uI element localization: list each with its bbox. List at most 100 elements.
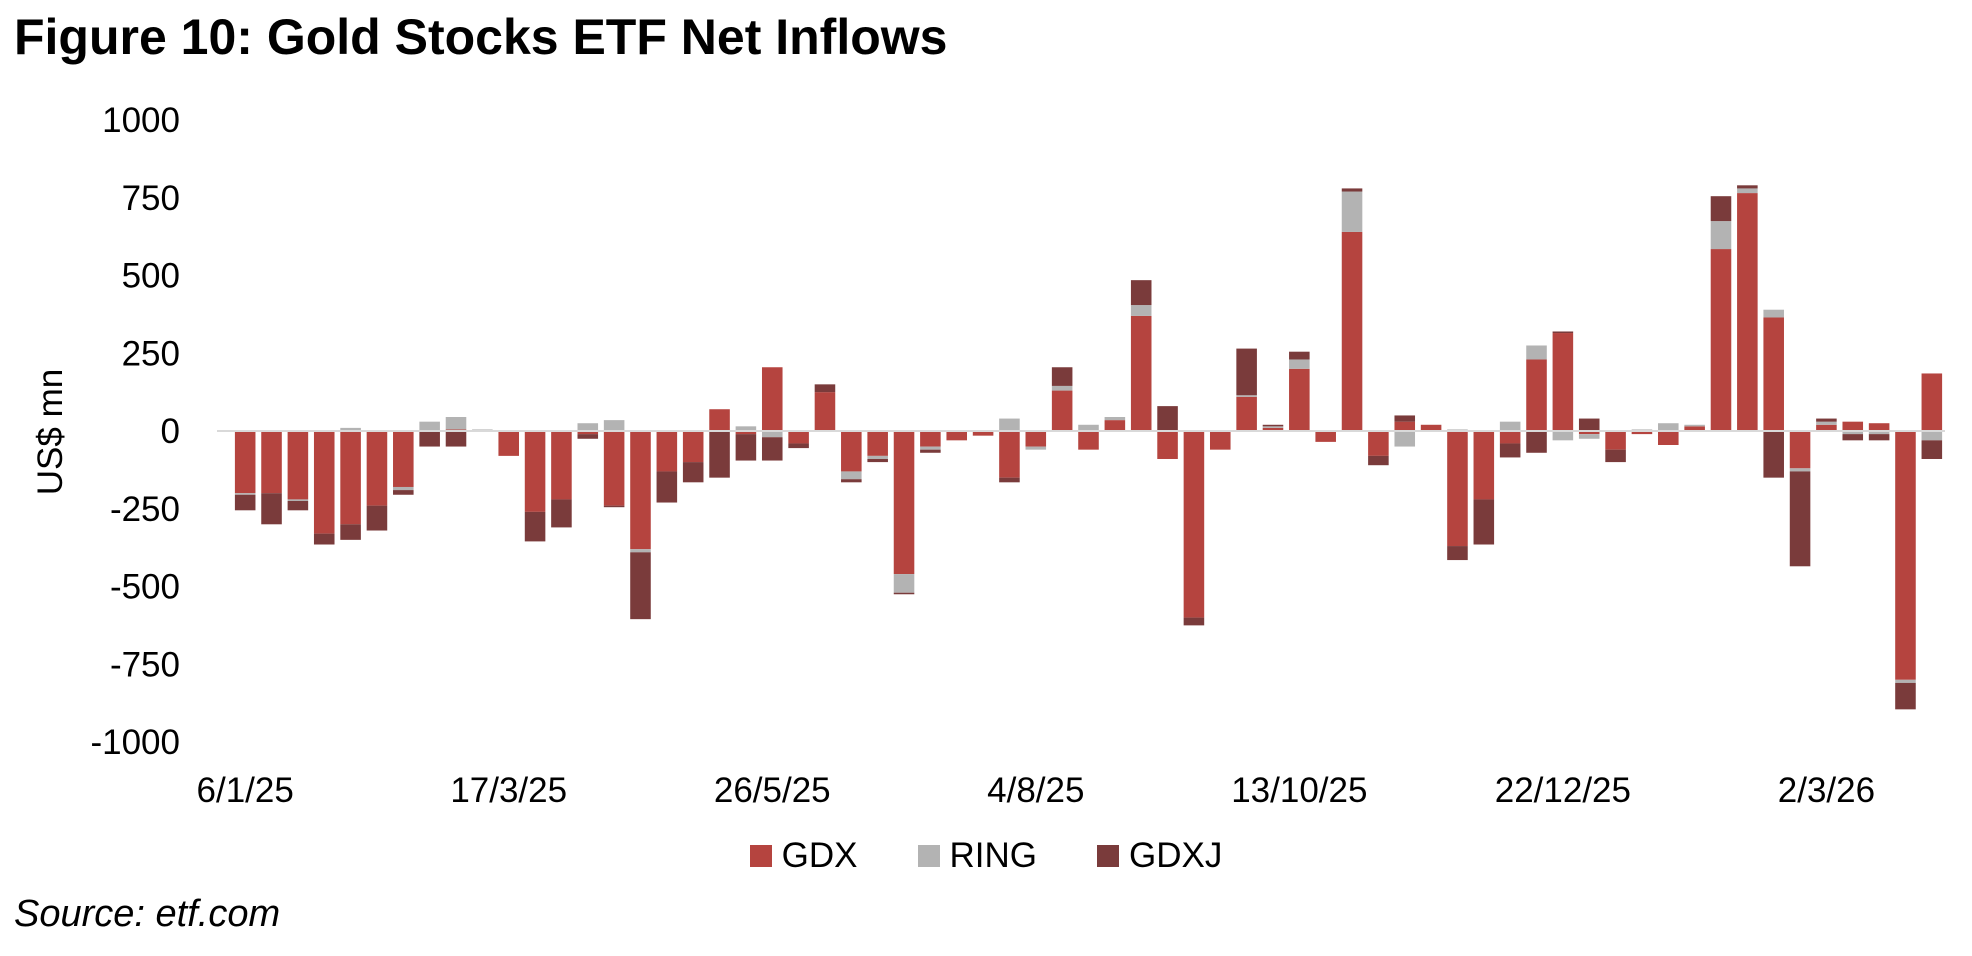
bar-ring [1499, 421, 1521, 431]
legend-item-gdxj: GDXJ [1097, 836, 1222, 876]
bar-ring [999, 418, 1020, 431]
bar-gdxj [1763, 431, 1784, 478]
x-tick-label: 2/3/26 [1778, 771, 1875, 810]
bar-gdxj [761, 437, 783, 461]
bar-gdx [788, 431, 809, 444]
bar-ring [1262, 426, 1284, 428]
legend-label-gdx: GDX [781, 836, 858, 875]
bar-gdxj [709, 431, 730, 478]
bar-ring [1578, 434, 1600, 439]
y-tick-label: 1000 [102, 101, 180, 140]
bar-gdxj [1921, 440, 1943, 459]
bar-gdx [1130, 315, 1152, 431]
bar-gdxj [630, 552, 651, 620]
bar-ring [1737, 188, 1758, 194]
bar-gdxj [656, 471, 678, 503]
bar-gdx [1658, 431, 1679, 445]
bar-gdx [340, 431, 361, 525]
bar-ring [920, 446, 941, 450]
bar-gdxj [1341, 188, 1363, 192]
bar-gdx [1262, 427, 1284, 431]
bar-gdx [999, 431, 1020, 478]
bar-ring [1552, 431, 1574, 441]
bar-gdx [1341, 231, 1363, 431]
bar-gdxj [340, 524, 361, 540]
bar-gdxj [867, 458, 888, 463]
bar-gdx [893, 431, 915, 575]
y-tick-label: 750 [122, 179, 180, 218]
x-tick-label: 13/10/25 [1231, 771, 1367, 810]
bar-ring [393, 486, 414, 491]
bar-gdxj [788, 443, 809, 449]
legend: GDX RING GDXJ [0, 836, 1972, 876]
y-tick-label: -750 [110, 645, 180, 684]
x-tick-label: 6/1/25 [197, 771, 294, 810]
bar-gdxj [1051, 367, 1073, 386]
bar-gdx [1895, 431, 1916, 680]
bar-gdx [920, 431, 941, 447]
bar-gdxj [287, 500, 309, 511]
bar-ring [761, 431, 783, 438]
bar-gdxj [1394, 415, 1416, 422]
bar-ring [234, 493, 256, 495]
bar-gdx [735, 431, 757, 435]
bar-gdxj [682, 462, 704, 483]
bar-ring [867, 455, 888, 459]
bar-gdx [1315, 431, 1336, 442]
bar-gdxj [445, 431, 467, 447]
bar-ring [577, 423, 599, 431]
bar-gdx [630, 431, 651, 550]
bar-ring [841, 471, 862, 480]
bar-ring [1658, 423, 1679, 431]
bar-ring [340, 427, 361, 431]
y-tick-label: -1000 [90, 723, 180, 762]
bar-ring [1526, 345, 1547, 360]
bar-gdx [709, 409, 730, 431]
bar-ring [1104, 417, 1126, 421]
bar-gdx [1209, 431, 1231, 450]
bar-gdxj [814, 384, 836, 393]
bar-gdxj [1895, 682, 1916, 710]
x-tick-label: 17/3/25 [450, 771, 567, 810]
bar-gdx [1473, 431, 1495, 500]
bar-ring [445, 417, 467, 430]
bar-gdx [682, 431, 704, 463]
bar-gdxj [1578, 418, 1600, 431]
bar-gdx [1578, 431, 1600, 435]
bar-gdxj [1447, 546, 1468, 561]
bar-gdx [261, 431, 282, 494]
bar-gdxj [234, 494, 256, 511]
y-tick-label: 500 [122, 257, 180, 296]
bar-gdx [841, 431, 862, 472]
bar-gdxj [1262, 424, 1284, 427]
bar-ring [419, 421, 440, 431]
x-tick-label: 26/5/25 [714, 771, 831, 810]
bar-gdx [1183, 431, 1205, 618]
bar-gdxj [1605, 449, 1626, 463]
y-tick-label: 0 [161, 412, 180, 451]
bar-gdx [1051, 390, 1073, 431]
bar-gdxj [577, 434, 599, 439]
bar-gdxj [1526, 431, 1547, 453]
bar-ring [1394, 431, 1416, 447]
bar-ring [1921, 431, 1943, 441]
bar-gdx [393, 431, 414, 487]
bar-gdx [1157, 431, 1178, 459]
bar-gdxj [1499, 443, 1521, 458]
bar-gdx [1289, 368, 1310, 431]
bar-ring [735, 426, 757, 431]
bar-gdx [498, 431, 519, 456]
bar-ring [1078, 424, 1099, 431]
bar-gdx [551, 431, 572, 500]
bar-gdxj [603, 505, 625, 508]
bar-gdx [287, 431, 309, 500]
bar-gdxj [1710, 196, 1732, 222]
bar-gdx [1104, 420, 1126, 431]
bar-gdxj [524, 511, 546, 542]
bar-gdx [761, 367, 783, 431]
bar-gdx [656, 431, 678, 472]
bar-gdxj [1183, 617, 1205, 626]
bar-ring [1341, 191, 1363, 232]
bar-gdx [1631, 431, 1653, 435]
legend-item-ring: RING [917, 836, 1037, 876]
